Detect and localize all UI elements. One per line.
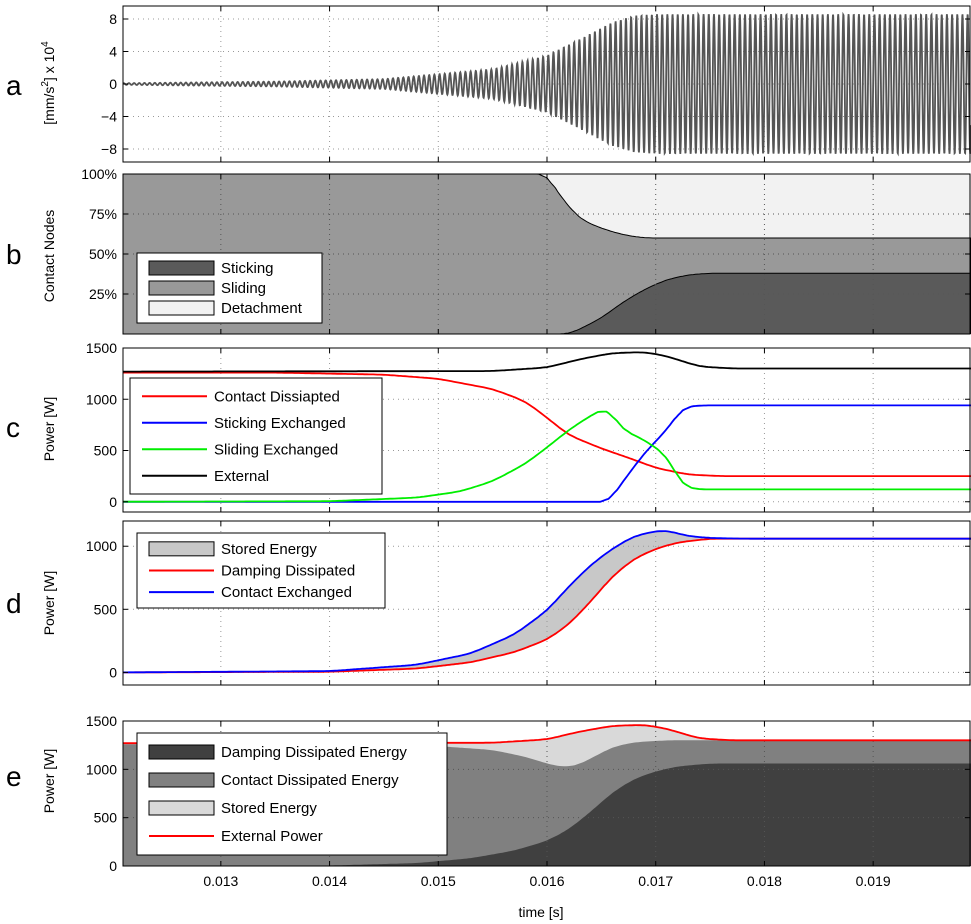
legend-c <box>129 377 383 495</box>
panel-c: 0 500 1000 1500 Contact Dissiapted Sticking E… <box>86 340 971 513</box>
panel-letter-a: a <box>6 70 22 101</box>
panel-letter-c: c <box>6 412 20 443</box>
legend-swatch-d-0 <box>148 541 215 557</box>
legend-label-e-0: Damping Dissipated Energy <box>221 744 407 761</box>
ytick-label-2: 1000 <box>86 538 117 554</box>
xtick-label-5: 0.018 <box>747 873 782 889</box>
ytick-label-4: −8 <box>101 141 117 157</box>
ytick-label-1: 500 <box>94 443 118 459</box>
legend-swatch-e-1 <box>148 772 215 788</box>
legend-swatch-b-0 <box>148 260 215 276</box>
legend-label-d-1: Damping Dissipated <box>221 563 355 580</box>
legend-label-d-2: Contact Exchanged <box>221 584 352 601</box>
legend-label-c-3: External <box>214 468 269 485</box>
panel-b: 25% 50% 75% 100% Sticking Sliding Detachment <box>81 166 971 335</box>
ytick-label-1: 50% <box>89 246 117 262</box>
legend-label-e-3: External Power <box>221 828 323 845</box>
xtick-label-1: 0.014 <box>312 873 347 889</box>
x-axis-label: time [s] <box>518 904 563 920</box>
area-damping-dissipated-energy <box>123 763 971 866</box>
legend-label-b-1: Sliding <box>221 280 266 297</box>
legend-swatch-b-2 <box>148 300 215 316</box>
ytick-label-3: 1500 <box>86 713 117 729</box>
ytick-label-1: 4 <box>109 44 117 60</box>
ytick-label-1: 500 <box>94 810 118 826</box>
ytick-label-0: 0 <box>109 494 117 510</box>
legend-swatch-b-1 <box>148 280 215 296</box>
legend-label-b-0: Sticking <box>221 260 274 277</box>
panel-e: 0 500 1000 1500 0.013 0.014 0.015 0.016 0.017 0.0… <box>86 713 971 889</box>
legend-label-e-2: Stored Energy <box>221 800 317 817</box>
panel-letter-e: e <box>6 761 22 792</box>
plot-area-a <box>123 6 971 162</box>
ytick-label-0: 0 <box>109 858 117 874</box>
legend-swatch-e-2 <box>148 800 215 816</box>
series-line-c-3 <box>123 351 971 373</box>
xtick-label-2: 0.015 <box>421 873 456 889</box>
ytick-label-3: 1500 <box>86 340 117 356</box>
legend-label-c-2: Sliding Exchanged <box>214 441 338 458</box>
series-acceleration <box>123 11 971 157</box>
series-line-c-0 <box>123 371 971 477</box>
xtick-label-6: 0.019 <box>856 873 891 889</box>
series-line-c-2 <box>123 410 971 503</box>
legend-label-b-2: Detachment <box>221 300 303 317</box>
ytick-label-2: 75% <box>89 206 117 222</box>
ytick-label-0: 0 <box>109 664 117 680</box>
xtick-label-0: 0.013 <box>203 873 238 889</box>
ytick-label-3: 100% <box>81 166 117 182</box>
panel-a: 8 4 0 −4 −8 <box>101 5 971 163</box>
panel-e-ylabel: Power [W] <box>41 749 57 814</box>
ytick-label-0: 25% <box>89 286 117 302</box>
panel-a-ylabel: [mm/s2] x 104 <box>40 41 57 125</box>
area-sticking <box>123 272 971 334</box>
legend-label-c-0: Contact Dissiapted <box>214 388 340 405</box>
ytick-label-0: 8 <box>109 11 117 27</box>
panel-b-ylabel: Contact Nodes <box>41 210 57 303</box>
legend-swatch-e-0 <box>148 744 215 760</box>
panel-d: 0 500 1000 Stored Energy Damping Dissipated C… <box>86 520 971 686</box>
panel-c-ylabel: Power [W] <box>41 397 57 462</box>
legend-label-c-1: Sticking Exchanged <box>214 415 346 432</box>
series-line-d-1 <box>123 530 971 674</box>
ytick-label-2: 1000 <box>86 391 117 407</box>
xtick-label-4: 0.017 <box>638 873 673 889</box>
ytick-label-3: −4 <box>101 109 117 125</box>
panel-d-ylabel: Power [W] <box>41 571 57 636</box>
ytick-label-2: 0 <box>109 76 117 92</box>
ytick-label-2: 1000 <box>86 761 117 777</box>
legend-label-d-0: Stored Energy <box>221 541 317 558</box>
panel-letter-b: b <box>6 239 22 270</box>
xtick-label-3: 0.016 <box>529 873 564 889</box>
legend-label-e-1: Contact Dissipated Energy <box>221 772 399 789</box>
panel-letter-d: d <box>6 588 22 619</box>
ytick-label-1: 500 <box>94 601 118 617</box>
